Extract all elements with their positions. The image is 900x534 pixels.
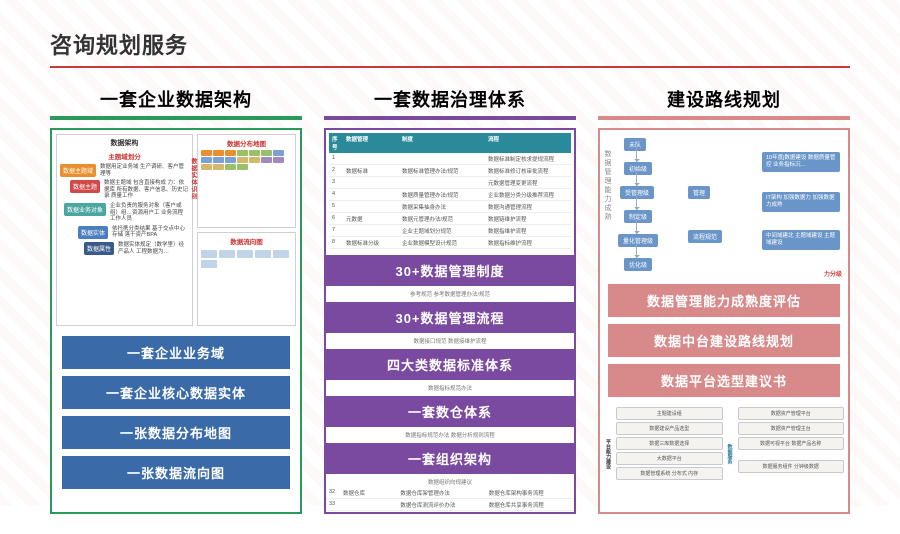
col1-rule — [50, 116, 302, 120]
col3-bar: 数据管理能力成熟度评估 — [608, 284, 840, 317]
col3-vlabel: 数据管理能力成熟 — [602, 150, 612, 222]
col2-bar: 一套数仓体系 — [326, 396, 574, 427]
col3-bv2: 数据服务 — [726, 407, 735, 501]
table-row: 2数据标准数据标准管理办法/规范数据标准修订核审批流程 — [329, 165, 571, 177]
column-governance: 一套数据治理体系 序号 数据管理 制度 流程 1数据标准制定核求提规流程2数据标… — [324, 86, 576, 514]
bcell: 数据服务组件 分钟级数据 — [738, 460, 845, 473]
bcell: 数据管理系统 分布式 内存 — [616, 467, 723, 480]
column-roadmap: 建设路线规划 数据管理能力成熟 未队 初始级 受管理级 制定级 量化管理级 优化… — [598, 86, 850, 514]
col1-bar: 一张数据流向图 — [62, 456, 290, 489]
chip-mid: 管理 — [688, 186, 710, 199]
col2-rows: 1数据标准制定核求提规流程2数据标准数据标准管理办法/规范数据标准修订核审批流程… — [329, 153, 571, 249]
col1-diagram-left: 数据架构 主题域划分 数据主题域数据用定业务域 生产调研、客户管理等 数据主题数… — [56, 134, 193, 326]
col2-mini: 数据组织向规建议 — [326, 477, 574, 487]
bcell: 数据资产管理平台 — [738, 407, 845, 420]
col2-thead: 序号 数据管理 制度 流程 — [329, 133, 571, 153]
col1-map-title: 数据分布地图 — [201, 138, 292, 148]
col1-diagram-title: 数据架构 — [60, 138, 189, 148]
col3-bar: 数据中台建设路线规划 — [608, 324, 840, 357]
col3-body: 数据管理能力成熟 未队 初始级 受管理级 制定级 量化管理级 优化级 10年度j… — [598, 128, 850, 514]
page-title: 咨询规划服务 — [50, 28, 850, 60]
col2-mini: 数据指标规范办法 数据分析规则流程 — [326, 430, 574, 440]
col1-side-label: 数据实体识别 — [189, 158, 198, 200]
col3-rule — [598, 116, 850, 120]
node-domain-desc: 数据用定业务域 生产调研、客户管理等 — [100, 164, 189, 177]
col2-bar: 一套组织架构 — [326, 443, 574, 474]
bcell: 数据可视平台 数据产品名称 — [738, 437, 845, 450]
col1-flow-grid — [201, 250, 292, 268]
bcell: 数据三库数据选择 — [616, 437, 723, 450]
node-bizobj-desc: 企业负责的服务对象（客户或组）组…资源用户工 业务流程 工作人员 — [110, 203, 189, 223]
col1-flow-title: 数据流向图 — [201, 236, 292, 246]
table-row: 1数据标准制定核求提规流程 — [329, 153, 571, 165]
col2-bar: 30+数据管理制度 — [326, 255, 574, 286]
col3-flow: 数据管理能力成熟 未队 初始级 受管理级 制定级 量化管理级 优化级 10年度j… — [600, 130, 848, 280]
col2-bar: 30+数据管理流程 — [326, 302, 574, 333]
columns-row: 一套企业数据架构 数据架构 主题域划分 数据主题域数据用定业务域 生产调研、客户… — [50, 86, 850, 514]
bigchip: IT架构 加强数据力 加强数据力成熟 — [762, 192, 840, 212]
col2-table: 序号 数据管理 制度 流程 1数据标准制定核求提规流程2数据标准数据标准管理办法… — [326, 130, 574, 252]
table-row: 6元数据数据元管理办法/规范数据链维护流程 — [329, 213, 571, 225]
col2-mini: 数据接口规范 数据接维护流程 — [326, 336, 574, 346]
th-num: 序号 — [329, 133, 343, 153]
chip-mid: 流程规范 — [688, 230, 722, 243]
col3-bcol-l: 主题建设组 数据建设产品选型 数据三库数据选择 大数据平台 数据管理系统 分布式… — [616, 407, 723, 501]
col1-diagram: 数据架构 主题域划分 数据主题域数据用定业务域 生产调研、客户管理等 数据主题数… — [52, 130, 300, 330]
bcell: 数据资产管理主台 — [738, 422, 845, 435]
node-attr: 数据属性 — [84, 242, 114, 255]
table-row: 32数据仓库数据仓库架管理办法数据仓库架构事务流程 — [326, 487, 574, 499]
col1-diagram-subtitle: 主题域划分 — [60, 151, 189, 161]
bigchip: 中间域建北 主题域建设 主题域建设 — [762, 230, 840, 250]
col1-body: 数据架构 主题域划分 数据主题域数据用定业务域 生产调研、客户管理等 数据主题数… — [50, 128, 302, 514]
table-row: 5数据采集抽身办法数据沟通管理流程 — [329, 201, 571, 213]
col3-bars: 数据管理能力成熟度评估 数据中台建设路线规划 数据平台选型建议书 — [600, 280, 848, 401]
table-row: 3元数据管理变更流程 — [329, 177, 571, 189]
col2-rule — [324, 116, 576, 120]
table-row: 33数据仓库测流评价办法数据仓库共享事务流程 — [326, 499, 574, 511]
col2-mini: 数据指标规范办法 — [326, 383, 574, 393]
col1-heading: 一套企业数据架构 — [50, 86, 302, 116]
node-entity-desc: 依托携分类结果 基于交点中心存储 落干资产BPA — [112, 226, 189, 239]
th-system: 制度 — [399, 133, 485, 153]
col1-bar: 一张数据分布地图 — [62, 416, 290, 449]
col1-map-grid — [201, 150, 292, 170]
col1-bar: 一套企业核心数据实体 — [62, 376, 290, 409]
node-entity: 数据实体 — [78, 226, 108, 239]
col3-bcol-r: 数据资产管理平台 数据资产管理主台 数据可视平台 数据产品名称 数据服务组件 分… — [738, 407, 845, 501]
table-row: 4数据质量管理办法/规范企业数据分类分级推荐流程 — [329, 189, 571, 201]
bcell: 主题建设组 — [616, 407, 723, 420]
bigchip: 10年度j数据建设 数据质量管控 业务指标沉… — [762, 152, 840, 172]
col2-heading: 一套数据治理体系 — [324, 86, 576, 116]
col1-flow-box: 数据流向图 — [197, 232, 296, 326]
col2-body: 序号 数据管理 制度 流程 1数据标准制定核求提规流程2数据标准数据标准管理办法… — [324, 128, 576, 514]
column-data-architecture: 一套企业数据架构 数据架构 主题域划分 数据主题域数据用定业务域 生产调研、客户… — [50, 86, 302, 514]
node-topic-desc: 数据主题域 包含直接构成 力：依据库 所有数据、客户信息、历史记录 质量工作 — [104, 180, 189, 200]
table-row: 34数据评价数据运营统计评价办法 — [326, 511, 574, 514]
chip: 未队 — [624, 138, 646, 151]
node-bizobj: 数据业务对象 — [64, 203, 106, 216]
table-row: 8数据标准分级企业数据模型设计规范数据指标维护流程 — [329, 237, 571, 249]
col3-bottom-label: 力分级 — [824, 269, 842, 278]
col1-map-box: 数据分布地图 — [197, 134, 296, 228]
title-underline — [50, 66, 850, 68]
col3-heading: 建设路线规划 — [598, 86, 850, 116]
th-mgmt: 数据管理 — [343, 133, 399, 153]
node-attr-desc: 数据实体规定（数学里）经产品人 工程数据为… — [118, 242, 189, 255]
th-flow: 流程 — [485, 133, 571, 153]
col3-bottom-diagram: 平台能力建设 主题建设组 数据建设产品选型 数据三库数据选择 大数据平台 数据管… — [604, 407, 844, 501]
bcell: 数据建设产品选型 — [616, 422, 723, 435]
bcell: 大数据平台 — [616, 452, 723, 465]
col3-bar: 数据平台选型建议书 — [608, 364, 840, 397]
col3-bv1: 平台能力建设 — [604, 407, 613, 501]
col1-diagram-right: 数据分布地图 数据流向图 — [197, 134, 296, 326]
col1-bar: 一套企业业务域 — [62, 336, 290, 369]
col2-bar: 四大类数据标准体系 — [326, 349, 574, 380]
col2-tail-rows: 32数据仓库数据仓库架管理办法数据仓库架构事务流程33数据仓库测流评价办法数据仓… — [326, 487, 574, 514]
col2-mini: 参考规范 参考数据管理办法/规范 — [326, 289, 574, 299]
table-row: 7企业主题域划分规范数据指维护流程 — [329, 225, 571, 237]
col1-bars: 一套企业业务域 一套企业核心数据实体 一张数据分布地图 一张数据流向图 — [52, 330, 300, 499]
node-domain: 数据主题域 — [60, 164, 96, 177]
node-topic: 数据主题 — [70, 180, 100, 193]
